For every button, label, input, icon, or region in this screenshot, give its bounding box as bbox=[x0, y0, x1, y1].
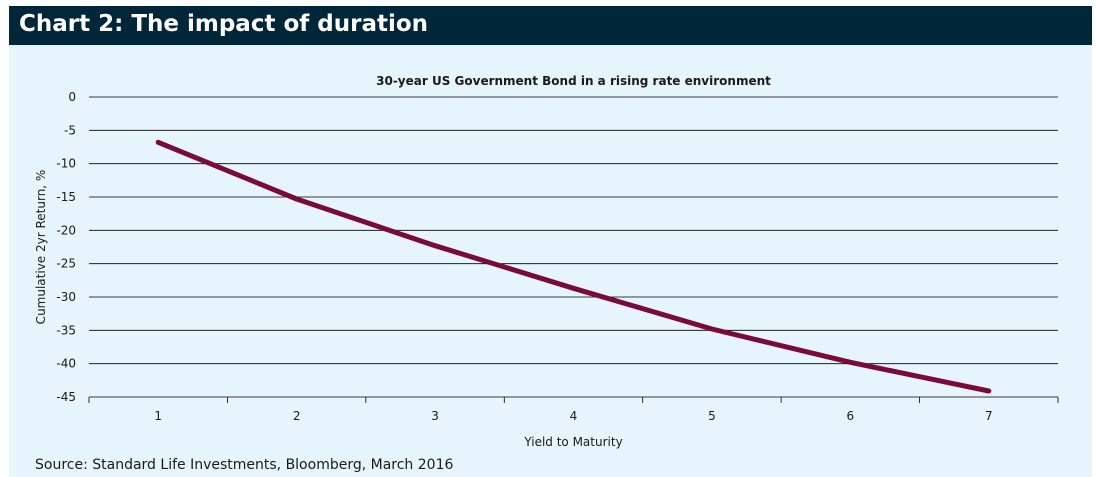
y-axis-label: Cumulative 2yr Return, % bbox=[34, 170, 48, 325]
y-tick-label: -45 bbox=[56, 390, 76, 404]
x-axis-label: Yield to Maturity bbox=[523, 435, 622, 449]
y-tick-label: -30 bbox=[56, 290, 76, 304]
y-tick-label: -20 bbox=[56, 223, 76, 237]
y-tick-label: -15 bbox=[56, 190, 76, 204]
source-note: Source: Standard Life Investments, Bloom… bbox=[35, 457, 454, 473]
y-tick-label: -25 bbox=[56, 257, 76, 271]
x-tick-label: 5 bbox=[708, 409, 716, 423]
series-line bbox=[155, 139, 992, 394]
chart-header: Chart 2: The impact of duration bbox=[9, 6, 1092, 45]
chart-panel bbox=[9, 45, 1092, 477]
x-tick-label: 1 bbox=[154, 409, 162, 423]
y-tick-label: -35 bbox=[56, 323, 76, 337]
chart-heading: Chart 2: The impact of duration bbox=[19, 11, 429, 37]
y-tick-label: -5 bbox=[64, 123, 76, 137]
y-tick-label: -10 bbox=[56, 157, 76, 171]
chart-title: 30-year US Government Bond in a rising r… bbox=[376, 74, 771, 88]
y-tick-label: 0 bbox=[68, 90, 76, 104]
x-tick-label: 4 bbox=[570, 409, 578, 423]
x-tick-label: 2 bbox=[293, 409, 301, 423]
x-tick-label: 7 bbox=[985, 409, 993, 423]
x-tick-label: 3 bbox=[431, 409, 439, 423]
y-tick-label: -40 bbox=[56, 357, 76, 371]
x-tick-label: 6 bbox=[847, 409, 855, 423]
